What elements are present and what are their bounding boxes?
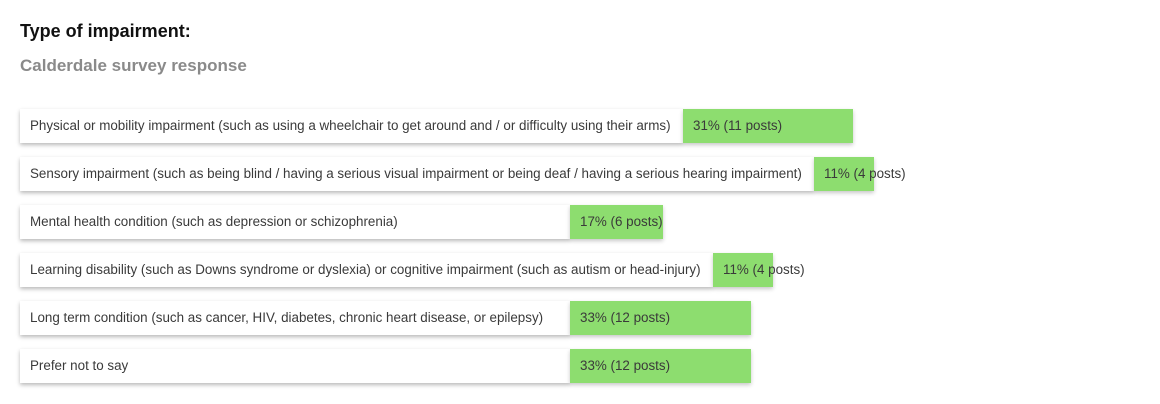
- data-label: 31% (11 posts): [693, 118, 783, 133]
- category-label: Mental health condition (such as depress…: [20, 205, 570, 239]
- category-label: Physical or mobility impairment (such as…: [20, 109, 683, 143]
- data-label: 33% (12 posts): [580, 358, 671, 373]
- bar: [570, 301, 751, 335]
- bar-row: Long term condition (such as cancer, HIV…: [0, 301, 1160, 335]
- bar: [570, 349, 751, 383]
- bar-row: Prefer not to say 33% (12 posts): [0, 349, 1160, 383]
- category-label: Sensory impairment (such as being blind …: [20, 157, 814, 191]
- chart-title: Type of impairment:: [20, 21, 191, 41]
- bar: [570, 205, 664, 239]
- data-label: 33% (12 posts): [580, 310, 671, 325]
- data-label: 11% (4 posts): [723, 262, 805, 277]
- category-label: Long term condition (such as cancer, HIV…: [20, 301, 570, 335]
- bar-row: Learning disability (such as Downs syndr…: [0, 253, 1160, 287]
- bar-row: Mental health condition (such as depress…: [0, 205, 1160, 239]
- data-label: 17% (6 posts): [580, 214, 663, 229]
- category-label: Prefer not to say: [20, 349, 570, 383]
- bar-row: Sensory impairment (such as being blind …: [0, 157, 1160, 191]
- bar-row: Physical or mobility impairment (such as…: [0, 109, 1160, 143]
- data-label: 11% (4 posts): [824, 166, 906, 181]
- bar: [814, 157, 875, 191]
- bar: [713, 253, 774, 287]
- bar: [683, 109, 854, 143]
- chart-subtitle: Calderdale survey response: [20, 56, 247, 75]
- category-label: Learning disability (such as Downs syndr…: [20, 253, 713, 287]
